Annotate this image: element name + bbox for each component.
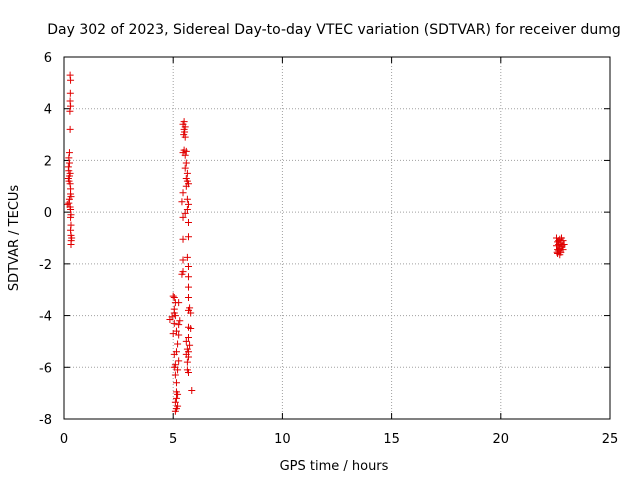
x-tick-label: 25 <box>602 432 619 447</box>
data-points <box>63 71 568 415</box>
data-point-plus-marker <box>184 200 192 208</box>
y-tick-label: 6 <box>44 51 52 66</box>
data-point-plus-marker <box>179 256 187 264</box>
x-tick-label: 10 <box>274 432 291 447</box>
data-point-plus-marker <box>182 337 190 345</box>
data-point-plus-marker <box>187 309 195 317</box>
y-tick-label: 4 <box>44 103 52 118</box>
x-tick-label: 0 <box>60 432 68 447</box>
data-point-plus-marker <box>67 240 75 248</box>
data-point-plus-marker <box>184 283 192 291</box>
data-point-plus-marker <box>166 315 174 323</box>
data-point-plus-marker <box>65 159 73 167</box>
data-point-plus-marker <box>179 235 187 243</box>
data-point-plus-marker <box>171 312 179 320</box>
y-tick-label: -4 <box>39 310 52 325</box>
data-point-plus-marker <box>184 293 192 301</box>
y-tick-label: -8 <box>39 413 52 428</box>
data-point-plus-marker <box>172 379 180 387</box>
data-point-plus-marker <box>170 293 178 301</box>
data-point-plus-marker <box>65 199 73 207</box>
x-tick-label: 15 <box>383 432 400 447</box>
data-point-plus-marker <box>179 189 187 197</box>
data-point-plus-marker <box>184 262 192 270</box>
data-point-plus-marker <box>558 242 566 250</box>
data-point-plus-marker <box>184 273 192 281</box>
data-point-plus-marker <box>182 182 190 190</box>
data-point-plus-marker <box>182 159 190 167</box>
data-point-plus-marker <box>175 357 183 365</box>
data-point-plus-marker <box>181 164 189 172</box>
data-point-plus-marker <box>183 358 191 366</box>
data-point-plus-marker <box>175 299 183 307</box>
data-point-plus-marker <box>174 366 182 374</box>
data-point-plus-marker <box>178 270 186 278</box>
data-point-plus-marker <box>183 169 191 177</box>
data-point-plus-marker <box>67 213 75 221</box>
data-point-plus-marker <box>171 371 179 379</box>
chart-title: Day 302 of 2023, Sidereal Day-to-day VTE… <box>47 22 621 38</box>
data-point-plus-marker <box>186 341 194 349</box>
data-point-plus-marker <box>553 248 561 256</box>
data-point-plus-marker <box>181 133 189 141</box>
data-point-plus-marker <box>184 353 192 361</box>
data-point-plus-marker <box>169 292 177 300</box>
data-point-plus-marker <box>67 102 75 110</box>
data-point-plus-marker <box>66 107 74 115</box>
y-axis-label: SDTVAR / TECUs <box>7 185 22 292</box>
data-point-plus-marker <box>181 209 189 217</box>
data-point-plus-marker <box>65 149 73 157</box>
plot-frame <box>63 56 611 420</box>
data-point-plus-marker <box>179 213 187 221</box>
y-tick-label: 2 <box>44 154 52 169</box>
data-point-plus-marker <box>183 195 191 203</box>
data-point-plus-marker <box>169 330 177 338</box>
data-point-plus-marker <box>183 206 191 214</box>
data-point-plus-marker <box>184 233 192 241</box>
data-point-plus-marker <box>184 218 192 226</box>
data-point-plus-marker <box>184 368 192 376</box>
x-tick-label: 5 <box>169 432 177 447</box>
data-point-plus-marker <box>174 390 182 398</box>
data-point-plus-marker <box>182 147 190 155</box>
data-point-plus-marker <box>558 234 566 242</box>
y-tick-label: -6 <box>39 361 52 376</box>
y-tick-label: 0 <box>44 206 52 221</box>
data-point-plus-marker <box>183 253 191 261</box>
data-point-plus-marker <box>175 331 183 339</box>
data-point-plus-marker <box>188 387 196 395</box>
data-point-plus-marker <box>171 398 179 406</box>
data-point-plus-marker <box>184 334 192 342</box>
data-point-plus-marker <box>66 125 74 133</box>
data-point-plus-marker <box>178 198 186 206</box>
data-point-plus-marker <box>171 407 179 415</box>
data-point-plus-marker <box>176 317 184 325</box>
data-point-plus-marker <box>174 340 182 348</box>
x-tick-label: 20 <box>493 432 510 447</box>
data-point-plus-marker <box>187 325 195 332</box>
data-point-plus-marker <box>65 195 73 203</box>
x-axis-label: GPS time / hours <box>280 459 389 474</box>
data-point-plus-marker <box>65 154 73 162</box>
data-point-plus-marker <box>66 89 74 97</box>
y-tick-label: -2 <box>39 258 52 273</box>
data-point-plus-marker <box>175 321 183 329</box>
grid-lines <box>64 57 610 419</box>
data-point-plus-marker <box>181 151 189 159</box>
data-point-plus-marker <box>67 76 75 84</box>
data-point-plus-marker <box>172 394 180 402</box>
data-point-plus-marker <box>170 350 178 358</box>
data-point-plus-marker <box>170 319 178 327</box>
